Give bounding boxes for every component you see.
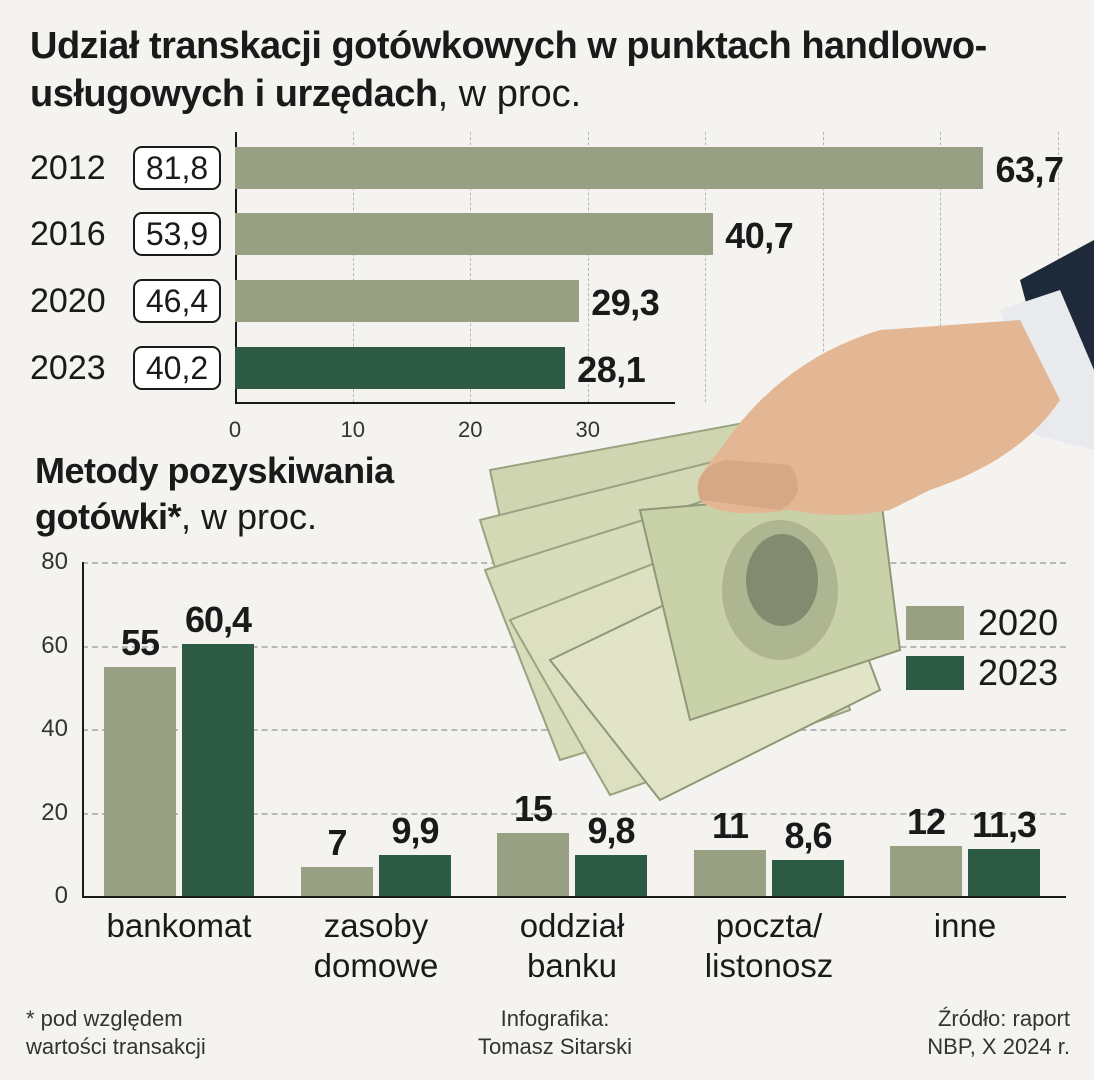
chart1-title: Udział transkacji gotówkowych w punktach… [30,22,1070,118]
chart1-bar [235,347,566,389]
hand-with-banknotes-image [478,240,1094,802]
credit: Infografika: Tomasz Sitarski [440,1005,670,1061]
chart1-value-label: 28,1 [577,349,646,390]
chart2-category-label-line: oddział [519,907,625,944]
chart1-title-main: Udział transkacji gotówkowych w punktach… [30,25,987,115]
chart2-bar [968,848,1040,896]
chart2-x-axis [82,896,1066,898]
legend-swatch-2020 [906,606,964,640]
chart1-value-label: 29,3 [591,282,660,323]
chart2-y-axis [82,562,84,896]
legend-label-2023: 2023 [978,652,1059,693]
chart2-y-tick-label: 40 [41,715,68,743]
chart1-value-label: 40,7 [725,215,794,256]
chart1-bar [235,280,580,322]
chart1-x-tick-label: 20 [458,417,483,442]
chart1-x-tick-label: 0 [228,417,242,442]
legend-label-2020: 2020 [978,602,1059,643]
chart1-gridline [352,132,354,402]
credit-line-1: Infografika: [500,1006,610,1031]
chart1-category-label: 2023 [30,349,106,387]
chart2-value-label: 15 [513,788,553,830]
chart2-category-label-line: bankomat [106,907,252,944]
legend-swatch-2023 [906,656,964,690]
chart2-gridline [82,812,1066,815]
chart1-value-label: 63,7 [995,149,1064,190]
chart2-category-label-line: zasoby [323,907,429,944]
chart2-title-main: Metody pozyskiwania gotówki* [35,450,394,537]
chart1-gridline [705,132,706,402]
chart2-bar [379,854,451,896]
source: Źródło: raport NBP, X 2024 r. [927,1005,1070,1061]
chart2-title: Metody pozyskiwania gotówki*, w proc. [35,448,535,540]
source-line-2: NBP, X 2024 r. [927,1034,1070,1059]
chart1-x-tick-label: 10 [340,417,365,442]
chart2-value-label: 9,8 [587,810,635,852]
chart2-category-label-line: poczta/ [715,907,823,944]
chart2-bar [301,866,373,896]
chart2-category-label: bankomat [84,906,274,946]
chart2-bar [182,644,254,896]
chart2-bar [694,850,766,896]
chart1-badge-value: 81,8 [133,146,221,190]
chart2-bar [497,833,569,896]
chart2-category-label-line: listonosz [704,947,834,984]
chart2-value-label: 7 [327,821,347,863]
chart2-y-tick-label: 20 [41,798,68,826]
chart1-gridline [822,132,824,402]
chart2-value-label: 9,9 [391,809,439,851]
chart2-value-label: 11,3 [971,803,1037,845]
chart2-category-label: oddział banku [477,906,667,986]
chart2-category-label-line: domowe [313,947,439,984]
chart2-bar [575,855,647,896]
chart1-badge-value: 40,2 [133,346,221,390]
chart2-value-label: 8,6 [784,815,832,857]
chart2-category-label-line: banku [527,947,617,984]
chart2-bar [772,860,844,896]
chart2-value-label: 60,4 [184,599,252,641]
chart1-badge-value: 46,4 [133,279,221,323]
chart2-bar [890,845,962,896]
chart2-value-label: 12 [906,800,946,842]
footnote: * pod względem wartości transakcji [26,1005,206,1061]
source-line-1: Źródło: raport [937,1006,1070,1031]
chart1-category-label: 2016 [30,215,106,253]
credit-line-2: Tomasz Sitarski [477,1034,633,1059]
chart1-x-axis [235,402,675,404]
chart2-value-label: 55 [120,621,160,663]
chart1-category-label: 2020 [30,282,106,320]
chart2-y-tick-label: 60 [41,631,68,659]
chart2-category-label-line: inne [933,907,997,944]
chart1-bar [235,213,714,255]
footnote-line-2: wartości transakcji [26,1034,206,1059]
chart1-gridline [470,132,471,402]
chart2-title-unit: , w proc. [181,496,318,537]
chart2-value-label: 11 [711,805,749,847]
chart1-category-label: 2012 [30,149,106,187]
chart1-y-axis [235,132,237,402]
chart2-category-label: inne [870,906,1060,946]
chart1-x-tick-label: 30 [575,417,600,442]
chart1-gridline [587,132,589,402]
footnote-line-1: * pod względem [26,1006,183,1031]
chart1-bar [235,147,984,189]
chart2-y-tick-label: 80 [41,548,68,576]
chart2-category-label: poczta/listonosz [674,906,864,986]
chart1-title-unit: , w proc. [437,73,582,115]
chart1-gridline [940,132,941,402]
chart1-badge-value: 53,9 [133,212,221,256]
chart2-y-tick-label: 0 [54,882,68,909]
chart2-category-label: zasoby domowe [281,906,471,986]
chart2-bar [104,666,176,896]
